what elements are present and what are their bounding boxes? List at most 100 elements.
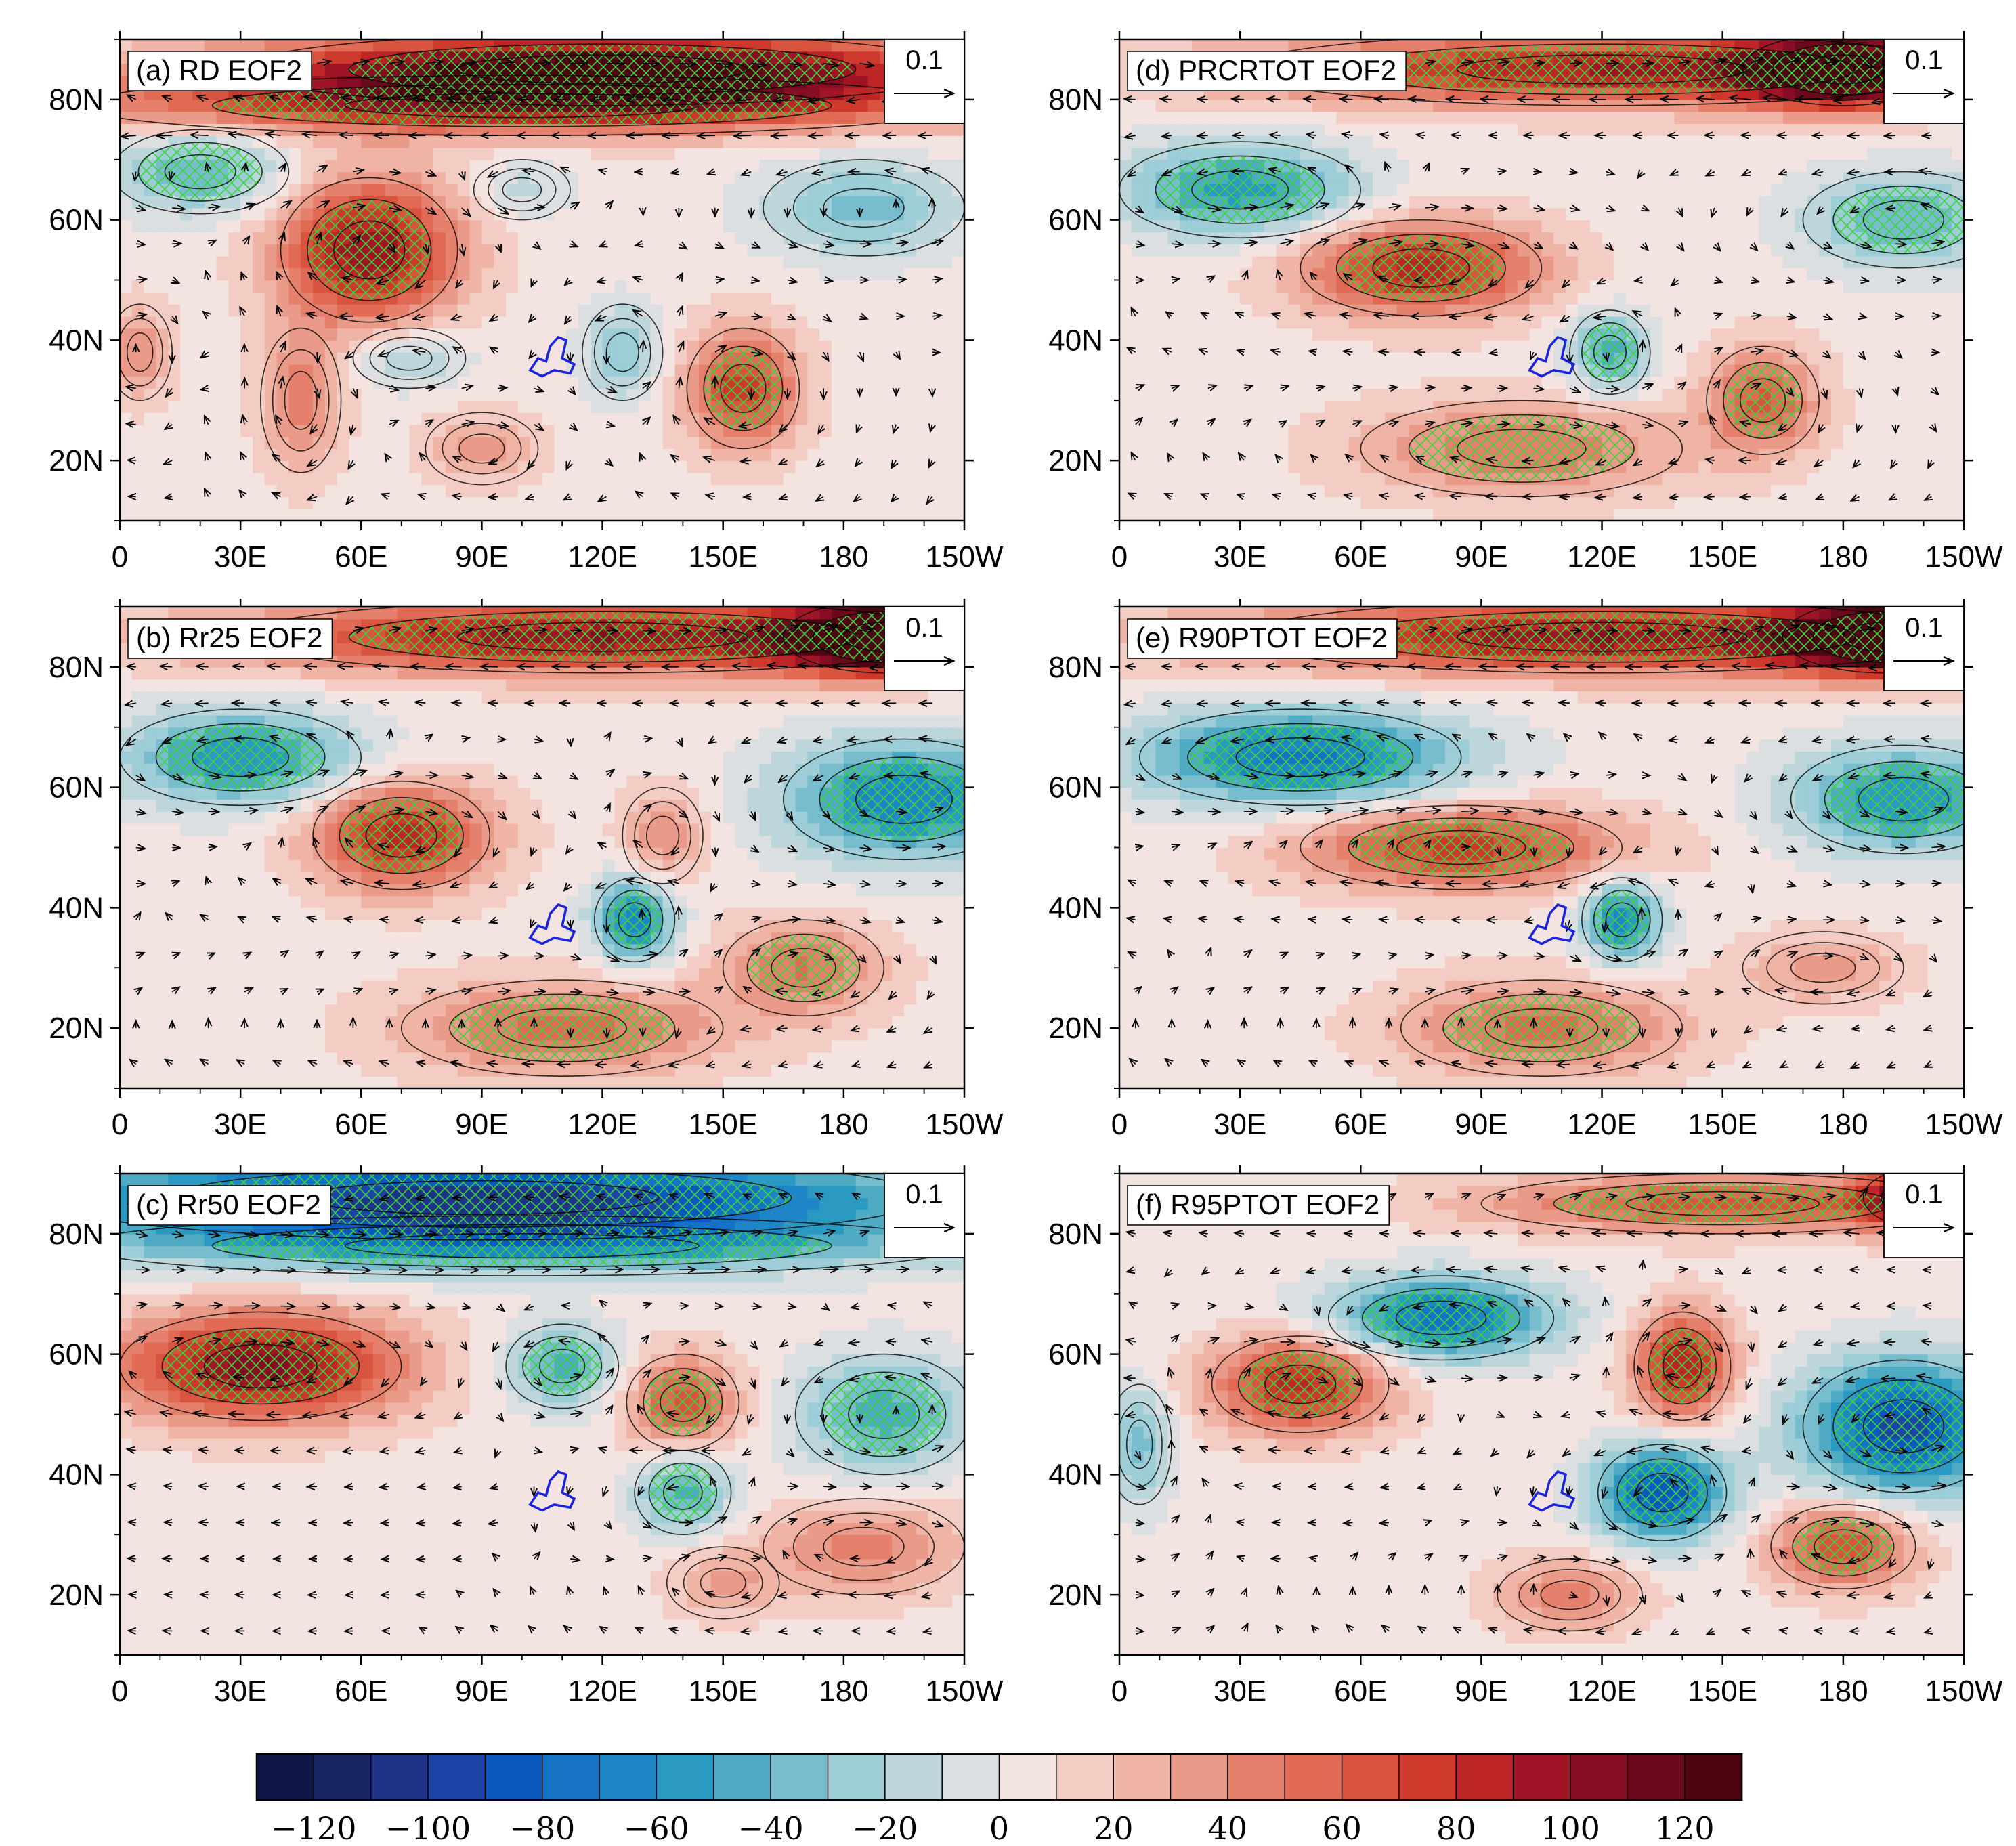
lon-tick-label: 150W — [1925, 540, 2003, 574]
lon-tick-label: 90E — [455, 1108, 508, 1141]
lon-tick-label: 90E — [455, 540, 508, 574]
lon-tick-label: 150E — [1688, 1675, 1757, 1708]
x-axis: 0 30E 60E 90E 120E 150E 180 150W — [1111, 31, 2003, 574]
lon-tick-label: 150W — [1925, 1108, 2003, 1141]
colorbar-swatch — [1341, 1753, 1400, 1801]
lon-tick-label: 150E — [688, 1108, 758, 1141]
lon-tick-label: 120E — [1567, 1108, 1637, 1141]
colorbar-swatch — [1170, 1753, 1229, 1801]
colorbar-swatch — [256, 1753, 315, 1801]
reference-vector-label: 0.1 — [1905, 613, 1943, 643]
lat-tick-label: 20N — [1048, 444, 1103, 477]
lat-tick-label: 80N — [49, 83, 104, 116]
significance-hatching — [1155, 44, 1964, 483]
colorbar-swatch — [1627, 1753, 1686, 1801]
lat-tick-label: 60N — [1048, 771, 1103, 804]
lon-tick-label: 150W — [926, 1108, 1004, 1141]
colorbar-swatch — [1398, 1753, 1457, 1801]
colorbar-swatch — [1512, 1753, 1572, 1801]
circulation-contours — [1119, 39, 1964, 498]
lat-tick-label: 80N — [1048, 83, 1103, 116]
colorbar-tick-label: −20 — [852, 1810, 918, 1846]
panel-title: (c) Rr50 EOF2 — [127, 1185, 331, 1226]
panel-title: (d) PRCRTOT EOF2 — [1127, 51, 1407, 91]
lon-tick-label: 30E — [1214, 1108, 1266, 1141]
study-region-outline — [1528, 1469, 1576, 1512]
lat-tick-label: 20N — [49, 444, 104, 477]
colorbar-tick-label: 80 — [1436, 1810, 1476, 1846]
reference-vector-key: 0.1 — [884, 606, 965, 691]
lon-tick-label: 120E — [567, 540, 637, 574]
reference-vector-label: 0.1 — [905, 45, 943, 75]
colorbar-swatch — [1284, 1753, 1343, 1801]
lat-tick-label: 20N — [49, 1012, 104, 1045]
colorbar-tick-label: −60 — [624, 1810, 689, 1846]
colorbar-swatch — [313, 1753, 372, 1801]
y-axis: 20N 40N 60N 80N — [1048, 606, 1973, 1089]
colorbar-tick-label: −100 — [385, 1810, 471, 1846]
lat-tick-label: 40N — [49, 324, 104, 357]
lon-tick-label: 180 — [1818, 540, 1868, 574]
lon-tick-label: 150W — [926, 540, 1004, 574]
lat-tick-label: 20N — [1048, 1579, 1103, 1612]
colorbar-swatch — [1570, 1753, 1629, 1801]
colorbar: −120 −100 −80 −60 −40 −20 0 20 40 60 80 100 120 — [255, 1753, 1743, 1846]
panel-b: 0 30E 60E 90E 120E 150E 180 150W 20N 40N 60N 80N (b)… — [49, 599, 1004, 1141]
colorbar-swatch — [1056, 1753, 1115, 1801]
lon-tick-label: 90E — [1455, 1675, 1507, 1708]
lon-tick-label: 180 — [819, 540, 868, 574]
reference-vector-key: 0.1 — [884, 39, 965, 124]
lon-tick-label: 150E — [1688, 1108, 1757, 1141]
significance-hatching — [138, 44, 856, 431]
x-axis: 0 30E 60E 90E 120E 150E 180 150W — [1111, 599, 2003, 1141]
lon-tick-label: 0 — [1111, 1675, 1128, 1708]
colorbar-swatch — [541, 1753, 601, 1801]
lon-tick-label: 30E — [214, 1108, 267, 1141]
lon-tick-label: 30E — [1214, 1675, 1266, 1708]
lon-tick-label: 120E — [1567, 1675, 1637, 1708]
lat-tick-label: 20N — [1048, 1012, 1103, 1045]
x-axis: 0 30E 60E 90E 120E 150E 180 150W — [1111, 1165, 2003, 1708]
colorbar-swatch — [770, 1753, 829, 1801]
lon-tick-label: 60E — [1334, 540, 1387, 574]
study-region-outline — [528, 335, 576, 378]
reference-vector-key: 0.1 — [884, 1173, 965, 1258]
lon-tick-label: 30E — [214, 540, 267, 574]
lat-tick-label: 80N — [49, 1218, 104, 1251]
lon-tick-label: 90E — [455, 1675, 508, 1708]
lat-tick-label: 40N — [1048, 891, 1103, 924]
lon-tick-label: 120E — [1567, 540, 1637, 574]
panel-f: 0 30E 60E 90E 120E 150E 180 150W 20N 40N 60N 80N (f)… — [1048, 1165, 2003, 1708]
panel-title: (a) RD EOF2 — [127, 51, 312, 91]
lat-tick-label: 60N — [49, 771, 104, 804]
colorbar-swatch — [1683, 1753, 1743, 1801]
colorbar-swatch — [656, 1753, 714, 1801]
significance-hatching — [162, 1174, 946, 1522]
lon-tick-label: 150W — [1925, 1675, 2003, 1708]
lon-tick-label: 120E — [567, 1675, 637, 1708]
panel-e: 0 30E 60E 90E 120E 150E 180 150W 20N 40N 60N 80N (e)… — [1048, 599, 2003, 1141]
study-region-outline — [1528, 903, 1576, 945]
lon-tick-label: 60E — [1334, 1675, 1387, 1708]
lon-tick-label: 60E — [335, 540, 387, 574]
panel-title-text: (a) RD EOF2 — [136, 54, 302, 86]
lat-tick-label: 80N — [49, 651, 104, 684]
colorbar-tick-label: −80 — [509, 1810, 575, 1846]
reference-vector-label: 0.1 — [1905, 1180, 1943, 1209]
colorbar-swatch — [1227, 1753, 1286, 1801]
colorbar-swatch — [713, 1753, 772, 1801]
x-axis: 0 30E 60E 90E 120E 150E 180 150W — [112, 1165, 1004, 1708]
lon-tick-label: 60E — [1334, 1108, 1387, 1141]
lon-tick-label: 180 — [819, 1108, 868, 1141]
colorbar-swatch — [1113, 1753, 1172, 1801]
panel-a: 0 30E 60E 90E 120E 150E 180 150W 20N 40N 60N 80N (a)… — [49, 31, 1004, 574]
lon-tick-label: 150E — [1688, 540, 1757, 574]
colorbar-swatch — [1455, 1753, 1514, 1801]
lon-tick-label: 0 — [112, 1108, 128, 1141]
panel-title: (f) R95PTOT EOF2 — [1127, 1185, 1390, 1226]
panel-title-text: (d) PRCRTOT EOF2 — [1136, 54, 1396, 86]
y-axis: 20N 40N 60N 80N — [49, 39, 974, 521]
colorbar-tick-label: 0 — [989, 1810, 1009, 1846]
lon-tick-label: 30E — [214, 1675, 267, 1708]
lat-tick-label: 20N — [49, 1579, 104, 1612]
